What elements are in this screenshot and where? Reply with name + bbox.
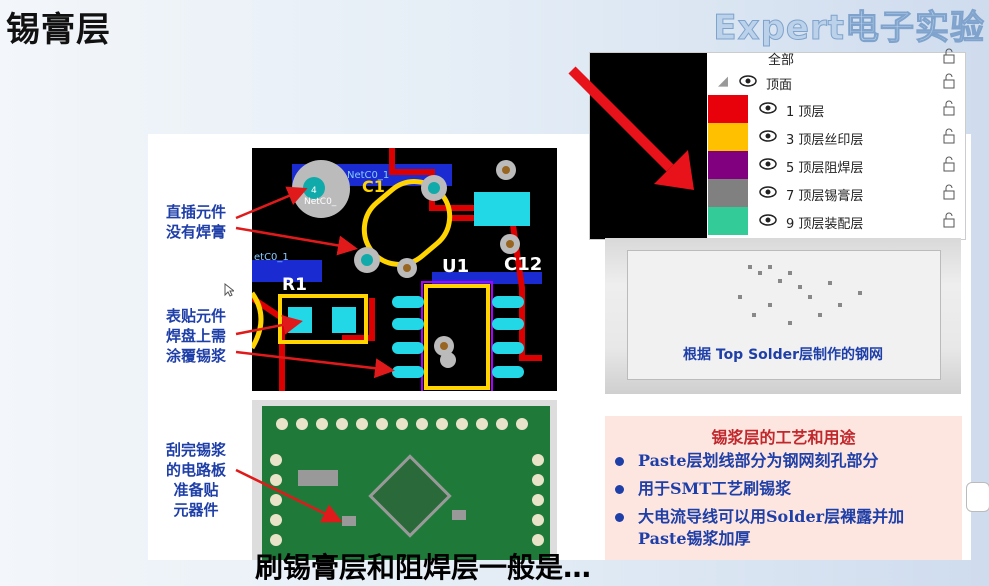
pcb-layout-image: 4 NetC0_ NetC0_1 etC0_1 C1 C12 U1 R1 (252, 148, 557, 391)
r1-label: R1 (282, 275, 307, 295)
pcb-photo-image (252, 400, 557, 560)
layer-row-top-face[interactable]: ◢ 顶面 (708, 68, 965, 96)
layer-color-swatch[interactable] (708, 95, 748, 123)
cursor-icon (224, 283, 234, 297)
pad-number: 4 (311, 186, 317, 196)
brand-logo: Expert电子实验 (713, 8, 985, 49)
layer-color-swatch[interactable] (708, 123, 748, 151)
layer-name: 3 顶层丝印层 (786, 133, 864, 148)
lock-icon[interactable] (941, 156, 957, 172)
layer-row[interactable]: 5 顶层阻焊层 (708, 151, 965, 179)
lock-icon[interactable] (941, 184, 957, 200)
page-title: 锡膏层 (6, 10, 111, 50)
arrow-icon (235, 186, 395, 523)
eye-icon[interactable] (758, 129, 778, 143)
scroll-handle[interactable] (966, 482, 989, 512)
layer-name: 9 顶层装配层 (786, 217, 864, 232)
collapse-icon[interactable]: ◢ (718, 74, 728, 89)
c12-label: C12 (504, 254, 542, 275)
layer-name: 1 顶层 (786, 105, 825, 120)
label-pcb-ready: 刮完锡浆 的电路板 准备贴 元器件 (165, 441, 226, 519)
label-through-hole: 直插元件 没有焊膏 (165, 203, 226, 241)
layer-row[interactable]: 7 顶层锡膏层 (708, 179, 965, 207)
layer-row[interactable]: 1 顶层 (708, 95, 965, 123)
net-label-b: etC0_1 (254, 252, 289, 263)
process-title: 锡浆层的工艺和用途 (711, 428, 856, 447)
stencil-caption: 根据 Top Solder层制作的钢网 (683, 347, 883, 363)
stencil-apertures (738, 265, 862, 325)
layer-name: 7 顶层锡膏层 (786, 189, 864, 204)
bottom-caption: 刷锡膏层和阻焊层一般是… (255, 551, 592, 584)
process-bullet: Paste层划线部分为钢网刻孔部分 (615, 450, 955, 472)
lock-icon[interactable] (941, 73, 957, 89)
net-label-a: NetC0_1 (347, 170, 389, 181)
arrow-icon (568, 66, 694, 190)
label-smd: 表贴元件 焊盘上需 涂覆锡浆 (165, 307, 226, 365)
lock-icon[interactable] (941, 212, 957, 228)
layer-all-label: 全部 (768, 53, 795, 68)
eye-icon[interactable] (758, 185, 778, 199)
process-bullet: 用于SMT工艺刷锡浆 (615, 478, 955, 500)
lock-icon[interactable] (941, 48, 957, 64)
pad-net-label: NetC0_ (304, 197, 337, 207)
layer-row[interactable]: 9 顶层装配层 (708, 207, 965, 235)
lock-icon[interactable] (941, 100, 957, 116)
layer-color-swatch[interactable] (708, 207, 748, 235)
layer-color-swatch[interactable] (708, 179, 748, 207)
layer-row-all[interactable]: 全部 (708, 43, 965, 71)
u1-label: U1 (442, 256, 469, 277)
layer-row[interactable]: 3 顶层丝印层 (708, 123, 965, 151)
layer-color-swatch[interactable] (708, 151, 748, 179)
eye-icon[interactable] (758, 157, 778, 171)
stencil-sheet (627, 250, 941, 380)
layer-panel: 全部 ◢ 顶面 1 顶层 3 顶层丝印层 5 顶层阻焊层 7 顶层锡膏层 9 顶层装配层 (589, 48, 966, 240)
eye-icon[interactable] (758, 213, 778, 227)
process-bullet: 大电流导线可以用Solder层裸露并加Paste锡浆加厚 (615, 506, 955, 550)
stencil-photo: 根据 Top Solder层制作的钢网 (605, 238, 961, 394)
eye-icon[interactable] (738, 74, 758, 88)
lock-icon[interactable] (941, 128, 957, 144)
eye-icon[interactable] (758, 101, 778, 115)
process-box: 锡浆层的工艺和用途 Paste层划线部分为钢网刻孔部分 用于SMT工艺刷锡浆 大… (605, 416, 962, 560)
layer-top-face-label: 顶面 (766, 78, 793, 93)
layer-name: 5 顶层阻焊层 (786, 161, 864, 176)
c1-label: C1 (362, 177, 385, 196)
